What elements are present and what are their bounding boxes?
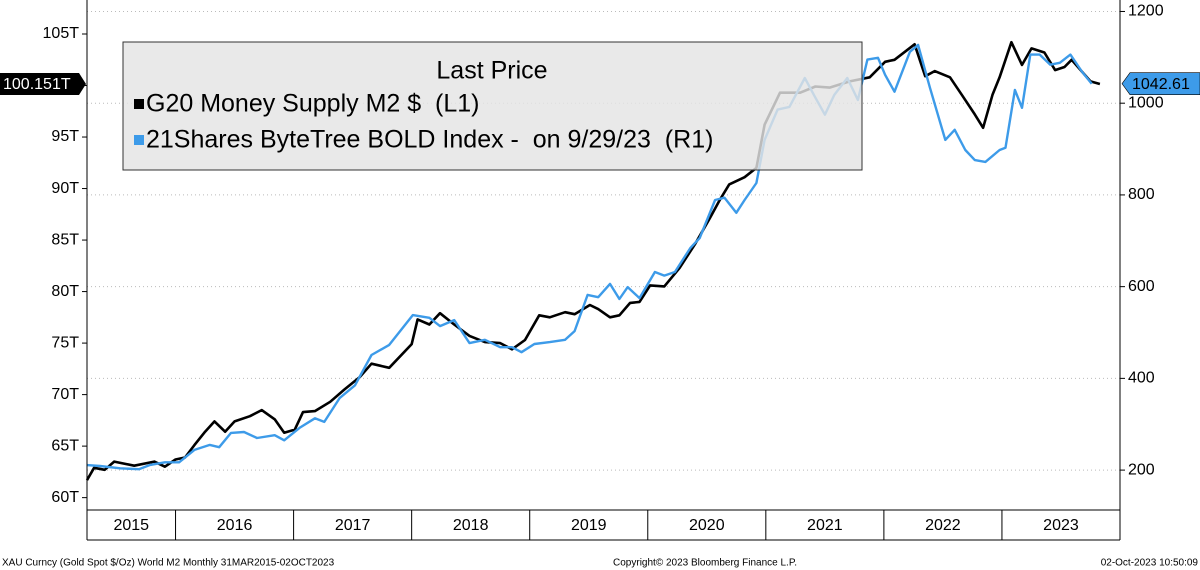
x-tick-label: 2023 <box>1043 517 1079 534</box>
y-tick-label: 65T <box>51 437 79 454</box>
x-tick-label: 2015 <box>113 517 149 534</box>
footer-timestamp: 02-Oct-2023 10:50:09 <box>1101 558 1199 569</box>
footer-source: XAU Curncy (Gold Spot $/Oz) World M2 Mon… <box>2 558 335 569</box>
y2-tick-label: 600 <box>1128 278 1155 295</box>
legend-title: Last Price <box>436 57 547 85</box>
x-tick-label: 2020 <box>689 517 725 534</box>
last-value-label: 1042.61 <box>1132 76 1190 93</box>
legend-box <box>122 41 863 171</box>
x-tick-label: 2016 <box>217 517 253 534</box>
x-tick-label: 2022 <box>925 517 961 534</box>
x-tick-label: 2017 <box>335 517 371 534</box>
y-tick-label: 80T <box>51 283 79 300</box>
series-line <box>85 40 1101 481</box>
y2-tick-label: 800 <box>1128 186 1155 203</box>
series-line <box>86 43 1093 471</box>
x-tick-label: 2018 <box>453 517 489 534</box>
legend-swatch <box>134 99 144 109</box>
y2-tick-label: 400 <box>1128 370 1155 387</box>
y-tick-label: 85T <box>51 231 79 248</box>
legend-label: G20 Money Supply M2 $ (L1) <box>146 90 480 118</box>
y2-tick-label: 1200 <box>1128 3 1164 20</box>
y-tick-label: 105T <box>43 25 80 42</box>
y-tick-label: 60T <box>51 489 79 506</box>
last-value-label: 100.151T <box>3 76 71 93</box>
y-tick-label: 70T <box>51 386 79 403</box>
y-tick-label: 95T <box>51 128 79 145</box>
legend-swatch <box>134 135 144 145</box>
y2-tick-label: 1000 <box>1128 94 1164 111</box>
y-tick-label: 75T <box>51 334 79 351</box>
grid-layer <box>87 10 1120 471</box>
x-tick-label: 2021 <box>807 517 843 534</box>
x-tick-label: 2019 <box>571 517 607 534</box>
legend-label: 21Shares ByteTree BOLD Index - on 9/29/2… <box>146 126 713 154</box>
y-tick-label: 90T <box>51 180 79 197</box>
last-value-box <box>0 72 86 95</box>
y2-tick-label: 200 <box>1128 461 1155 478</box>
last-value-box <box>1121 72 1200 95</box>
footer-copyright: Copyright© 2023 Bloomberg Finance L.P. <box>613 558 797 569</box>
line-layer <box>85 40 1101 481</box>
legend: Last Price G20 Money Supply M2 $ (L1) 21… <box>122 41 863 171</box>
